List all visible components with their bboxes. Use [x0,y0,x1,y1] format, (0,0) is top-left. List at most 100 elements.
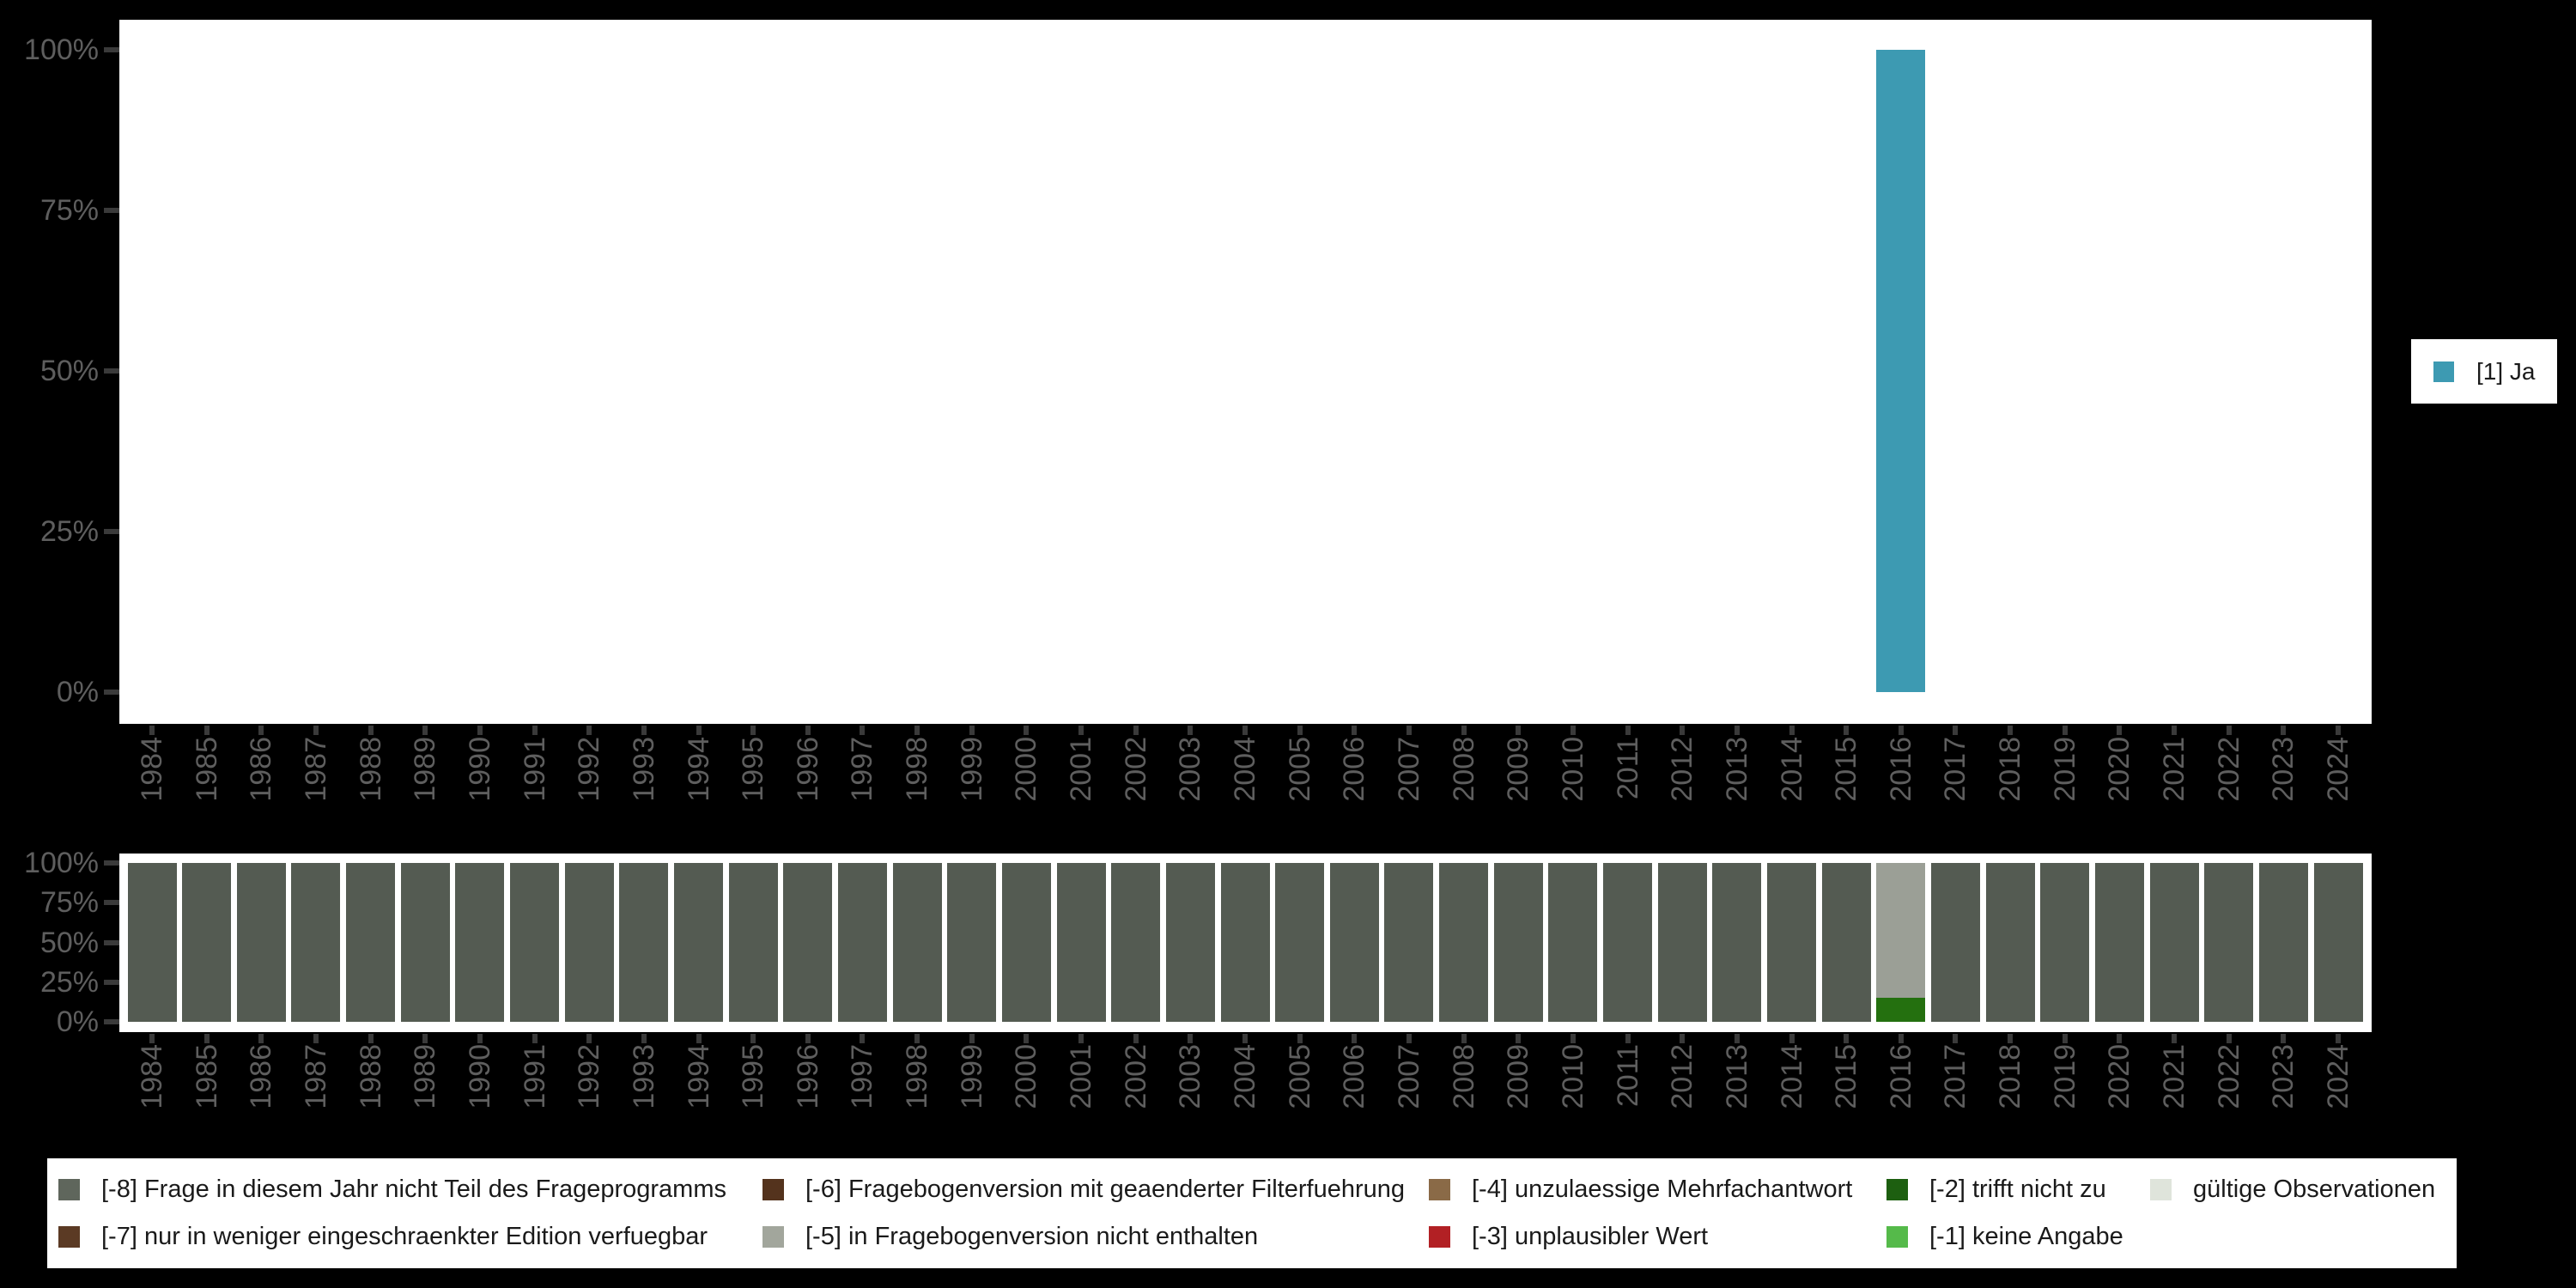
missing-chart-x-tick-label: 2022 [2212,1044,2245,1109]
top-chart-x-tick [477,726,483,735]
missing-chart-x-tick-label: 1988 [354,1044,387,1109]
top-chart-x-tick [1898,726,1904,735]
missing-chart-x-tick [477,1034,483,1043]
missing-chart-x-tick-label: 1992 [573,1044,606,1109]
top-chart-y-tick [104,368,119,374]
missing-chart-x-tick [969,1034,975,1043]
missing-chart-bar-segment-1996 [783,863,833,1022]
missing-chart-x-tick [2281,1034,2287,1043]
top-chart-x-tick-label: 1990 [463,737,496,802]
top-chart-x-tick-label: 1984 [136,737,168,802]
top-chart-x-tick [2117,726,2123,735]
missing-chart-x-tick-label: 2011 [1611,1044,1644,1108]
missing-chart-x-tick-label: 2015 [1830,1044,1863,1109]
legend-label-valid: gültige Observationen [2193,1176,2436,1203]
missing-chart-bar-segment-1985 [182,863,232,1022]
missing-chart-x-tick-label: 1999 [955,1044,988,1109]
missing-chart-x-tick [860,1034,866,1043]
missing-chart-bar-segment-2018 [1985,863,2035,1022]
top-chart-x-tick-label: 2007 [1392,737,1425,802]
missing-chart-x-tick [2062,1034,2068,1043]
top-chart-x-tick-label: 2020 [2103,737,2136,802]
missing-chart-x-tick [1352,1034,1358,1043]
top-chart-y-tick [104,208,119,213]
top-chart-x-tick-label: 1995 [737,737,770,802]
ja-legend-swatch [2433,361,2454,382]
top-chart-x-tick [1406,726,1412,735]
top-chart-x-tick-label: 2016 [1884,737,1917,802]
top-chart-x-tick [2281,726,2287,735]
missing-chart-y-tick-label: 75% [39,886,99,920]
missing-chart-bar-segment-2008 [1439,863,1489,1022]
legend-label--1: [-1] keine Angabe [1929,1223,2123,1250]
missing-chart-bar-segment-2005 [1275,863,1325,1022]
missing-chart-bar-segment-2016 [1876,998,1926,1022]
top-chart-x-tick-label: 1985 [190,737,223,802]
top-chart-y-tick-label: 75% [39,194,99,227]
top-chart-x-tick-label: 2022 [2212,737,2245,802]
missing-chart-x-tick-label: 1996 [791,1044,824,1109]
top-chart-x-tick-label: 2021 [2158,737,2191,802]
top-chart-x-tick-label: 2009 [1502,737,1535,802]
legend-swatch--1 [1886,1226,1908,1248]
top-chart-x-tick-label: 1993 [627,737,660,802]
missing-chart-bar-segment-2023 [2258,863,2308,1022]
top-chart-x-tick-label: 1997 [846,737,879,802]
missing-chart-x-tick-label: 1995 [737,1044,770,1109]
top-chart-x-tick [1352,726,1358,735]
top-chart-x-tick-label: 2012 [1666,737,1699,802]
ja-legend-label: [1] Ja [2476,357,2536,385]
missing-chart-bar-segment-2019 [2040,863,2090,1022]
missing-chart-x-tick [1789,1034,1795,1043]
missing-chart-x-tick [1734,1034,1740,1043]
top-chart-x-tick-label: 2003 [1174,737,1207,802]
top-chart-bar-segment-2016 [1876,50,1926,692]
missing-chart-bar-segment-1994 [674,863,723,1022]
legend-swatch--2 [1886,1179,1908,1200]
missing-chart-x-tick-label: 2001 [1065,1044,1098,1109]
top-chart-y-tick [104,47,119,52]
missing-chart-x-tick [1406,1034,1412,1043]
missing-chart-x-tick-label: 1989 [409,1044,442,1109]
top-chart-x-tick [1188,726,1194,735]
missing-chart-bar-segment-1984 [127,863,177,1022]
top-chart-x-tick [1461,726,1467,735]
top-chart-x-tick-label: 2010 [1556,737,1589,802]
top-chart-x-tick-label: 1991 [518,737,551,802]
missing-chart-x-tick [422,1034,428,1043]
missing-chart-x-tick [750,1034,756,1043]
top-chart-x-tick-label: 2005 [1283,737,1316,802]
missing-chart-bar-segment-1997 [837,863,887,1022]
top-chart-x-tick [696,726,702,735]
top-chart-legend: [1] Ja [2411,339,2557,404]
top-chart-x-tick-label: 1999 [955,737,988,802]
top-chart-x-tick [532,726,538,735]
missing-chart-x-tick-label: 2018 [1994,1044,2027,1109]
missing-chart-x-tick [1461,1034,1467,1043]
missing-chart-x-tick-label: 1993 [627,1044,660,1109]
missing-chart-x-tick-label: 1994 [682,1044,715,1109]
missing-chart-x-tick [2117,1034,2123,1043]
missing-chart-x-tick-label: 2009 [1502,1044,1535,1109]
top-chart-x-tick [1789,726,1795,735]
legend-swatch-valid [2150,1179,2172,1200]
missing-chart-x-tick-label: 1990 [463,1044,496,1109]
top-chart-x-tick [914,726,920,735]
top-chart-y-tick-label: 100% [24,33,99,66]
top-chart-x-tick-label: 2014 [1775,737,1808,802]
missing-chart-bar-segment-1986 [236,863,286,1022]
missing-chart-bar-segment-2013 [1712,863,1762,1022]
missing-chart-x-tick-label: 2012 [1666,1044,1699,1109]
top-chart-x-tick [422,726,428,735]
top-chart-x-tick [313,726,319,735]
top-chart-x-tick-label: 2011 [1611,737,1644,800]
legend-label--2: [-2] trifft nicht zu [1929,1176,2106,1203]
missing-chart-x-tick [1024,1034,1030,1043]
legend-label--6: [-6] Fragebogenversion mit geaenderter F… [805,1176,1405,1203]
legend-label--7: [-7] nur in weniger eingeschraenkter Edi… [101,1223,708,1250]
top-chart-x-tick-label: 2002 [1119,737,1152,802]
top-chart-x-tick [750,726,756,735]
top-chart-x-tick-label: 2013 [1720,737,1753,802]
missing-chart-x-tick [2226,1034,2232,1043]
top-chart-x-tick-label: 1988 [354,737,387,802]
